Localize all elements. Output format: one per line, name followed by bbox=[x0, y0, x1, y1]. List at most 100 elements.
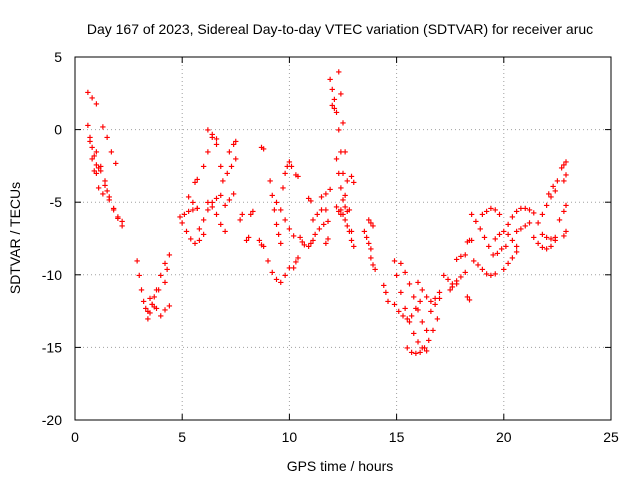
data-point: + bbox=[218, 161, 224, 172]
data-point: + bbox=[366, 215, 372, 226]
data-point: + bbox=[201, 215, 207, 226]
data-point: + bbox=[364, 233, 370, 244]
data-point: + bbox=[385, 296, 391, 307]
data-point: + bbox=[308, 238, 314, 249]
data-point: + bbox=[89, 143, 95, 154]
data-point: + bbox=[406, 317, 412, 328]
x-tick-label: 20 bbox=[496, 429, 512, 445]
series-arc-42: ++ bbox=[323, 234, 331, 249]
data-point: + bbox=[338, 183, 344, 194]
data-point: + bbox=[209, 129, 215, 140]
data-point: + bbox=[327, 74, 333, 85]
data-point: + bbox=[340, 169, 346, 180]
data-point: + bbox=[368, 253, 374, 264]
data-point: + bbox=[419, 317, 425, 328]
data-point: + bbox=[411, 292, 417, 303]
series-arc-65: ++ bbox=[464, 292, 472, 306]
data-point: + bbox=[299, 237, 305, 248]
data-point: + bbox=[102, 180, 108, 191]
data-point: + bbox=[87, 137, 93, 148]
series-arc-54: +++ bbox=[381, 280, 391, 307]
data-point: + bbox=[340, 195, 346, 206]
data-point: + bbox=[284, 161, 290, 172]
plot-frame bbox=[74, 56, 612, 421]
data-point: + bbox=[336, 169, 342, 180]
series-arc-18: ++++++ bbox=[196, 190, 223, 234]
data-point: + bbox=[250, 206, 256, 217]
series-arc-46: +++++ bbox=[336, 125, 351, 217]
data-point: + bbox=[501, 227, 507, 238]
data-point: + bbox=[96, 163, 102, 174]
y-axis-label: SDTVAR / TECUs bbox=[7, 182, 23, 294]
data-point: + bbox=[291, 231, 297, 242]
data-point: + bbox=[228, 161, 234, 172]
data-point: + bbox=[342, 147, 348, 158]
data-point: + bbox=[102, 176, 108, 187]
data-point: + bbox=[342, 190, 348, 201]
data-point: + bbox=[522, 221, 528, 232]
data-point: + bbox=[149, 299, 155, 310]
data-point: + bbox=[548, 234, 554, 245]
axis-ticks: 0 5 10 15 20 25 -20 -15 -10 -5 0 5 bbox=[42, 49, 619, 445]
data-point: + bbox=[505, 230, 511, 241]
series-arc-07: +++ bbox=[96, 183, 111, 200]
data-point: + bbox=[563, 170, 569, 181]
data-point: + bbox=[340, 209, 346, 220]
data-point: + bbox=[434, 314, 440, 325]
data-point: + bbox=[213, 209, 219, 220]
data-point: + bbox=[496, 209, 502, 220]
data-point: + bbox=[329, 100, 335, 111]
series-arc-31: ++++++ bbox=[265, 256, 292, 289]
data-point: + bbox=[484, 269, 490, 280]
data-point: + bbox=[415, 305, 421, 316]
data-point: + bbox=[473, 217, 479, 228]
data-point: + bbox=[261, 144, 267, 155]
data-point: + bbox=[544, 201, 550, 212]
data-point: + bbox=[522, 204, 528, 215]
data-point: + bbox=[145, 314, 151, 325]
data-point: + bbox=[531, 208, 537, 219]
data-point: + bbox=[417, 347, 423, 358]
data-point: + bbox=[282, 169, 288, 180]
data-point: + bbox=[222, 227, 228, 238]
data-point: + bbox=[546, 189, 552, 200]
x-tick-label: 15 bbox=[389, 429, 405, 445]
data-point: + bbox=[237, 215, 243, 226]
series-arc-20: +++++ bbox=[201, 132, 224, 172]
data-point: + bbox=[274, 198, 280, 209]
data-point: + bbox=[413, 304, 419, 315]
data-point: + bbox=[424, 346, 430, 357]
data-point: + bbox=[192, 238, 198, 249]
series-arc-17: ++ bbox=[192, 174, 200, 188]
data-point: + bbox=[334, 154, 340, 165]
series-arc-61: ++++++ bbox=[441, 267, 468, 290]
data-point: + bbox=[98, 166, 104, 177]
data-point: + bbox=[316, 224, 322, 235]
data-point: + bbox=[274, 275, 280, 286]
data-point: + bbox=[196, 235, 202, 246]
data-point: + bbox=[301, 240, 307, 251]
data-point: + bbox=[417, 296, 423, 307]
data-point: + bbox=[183, 227, 189, 238]
data-point: + bbox=[351, 241, 357, 252]
data-point: + bbox=[158, 270, 164, 281]
data-point: + bbox=[494, 249, 500, 260]
data-point: + bbox=[194, 204, 200, 215]
data-point: + bbox=[93, 169, 99, 180]
data-point: + bbox=[349, 172, 355, 183]
series-arc-70: +++ bbox=[494, 241, 509, 259]
data-point: + bbox=[224, 169, 230, 180]
data-point: + bbox=[162, 305, 168, 316]
data-point: + bbox=[501, 264, 507, 275]
data-point: + bbox=[323, 238, 329, 249]
data-point: + bbox=[334, 108, 340, 119]
data-point: + bbox=[539, 243, 545, 254]
data-point: + bbox=[177, 212, 183, 223]
data-point: + bbox=[319, 192, 325, 203]
data-point: + bbox=[194, 204, 200, 215]
data-point: + bbox=[192, 177, 198, 188]
data-point: + bbox=[89, 154, 95, 165]
data-point: + bbox=[349, 227, 355, 238]
data-point: + bbox=[295, 172, 301, 183]
